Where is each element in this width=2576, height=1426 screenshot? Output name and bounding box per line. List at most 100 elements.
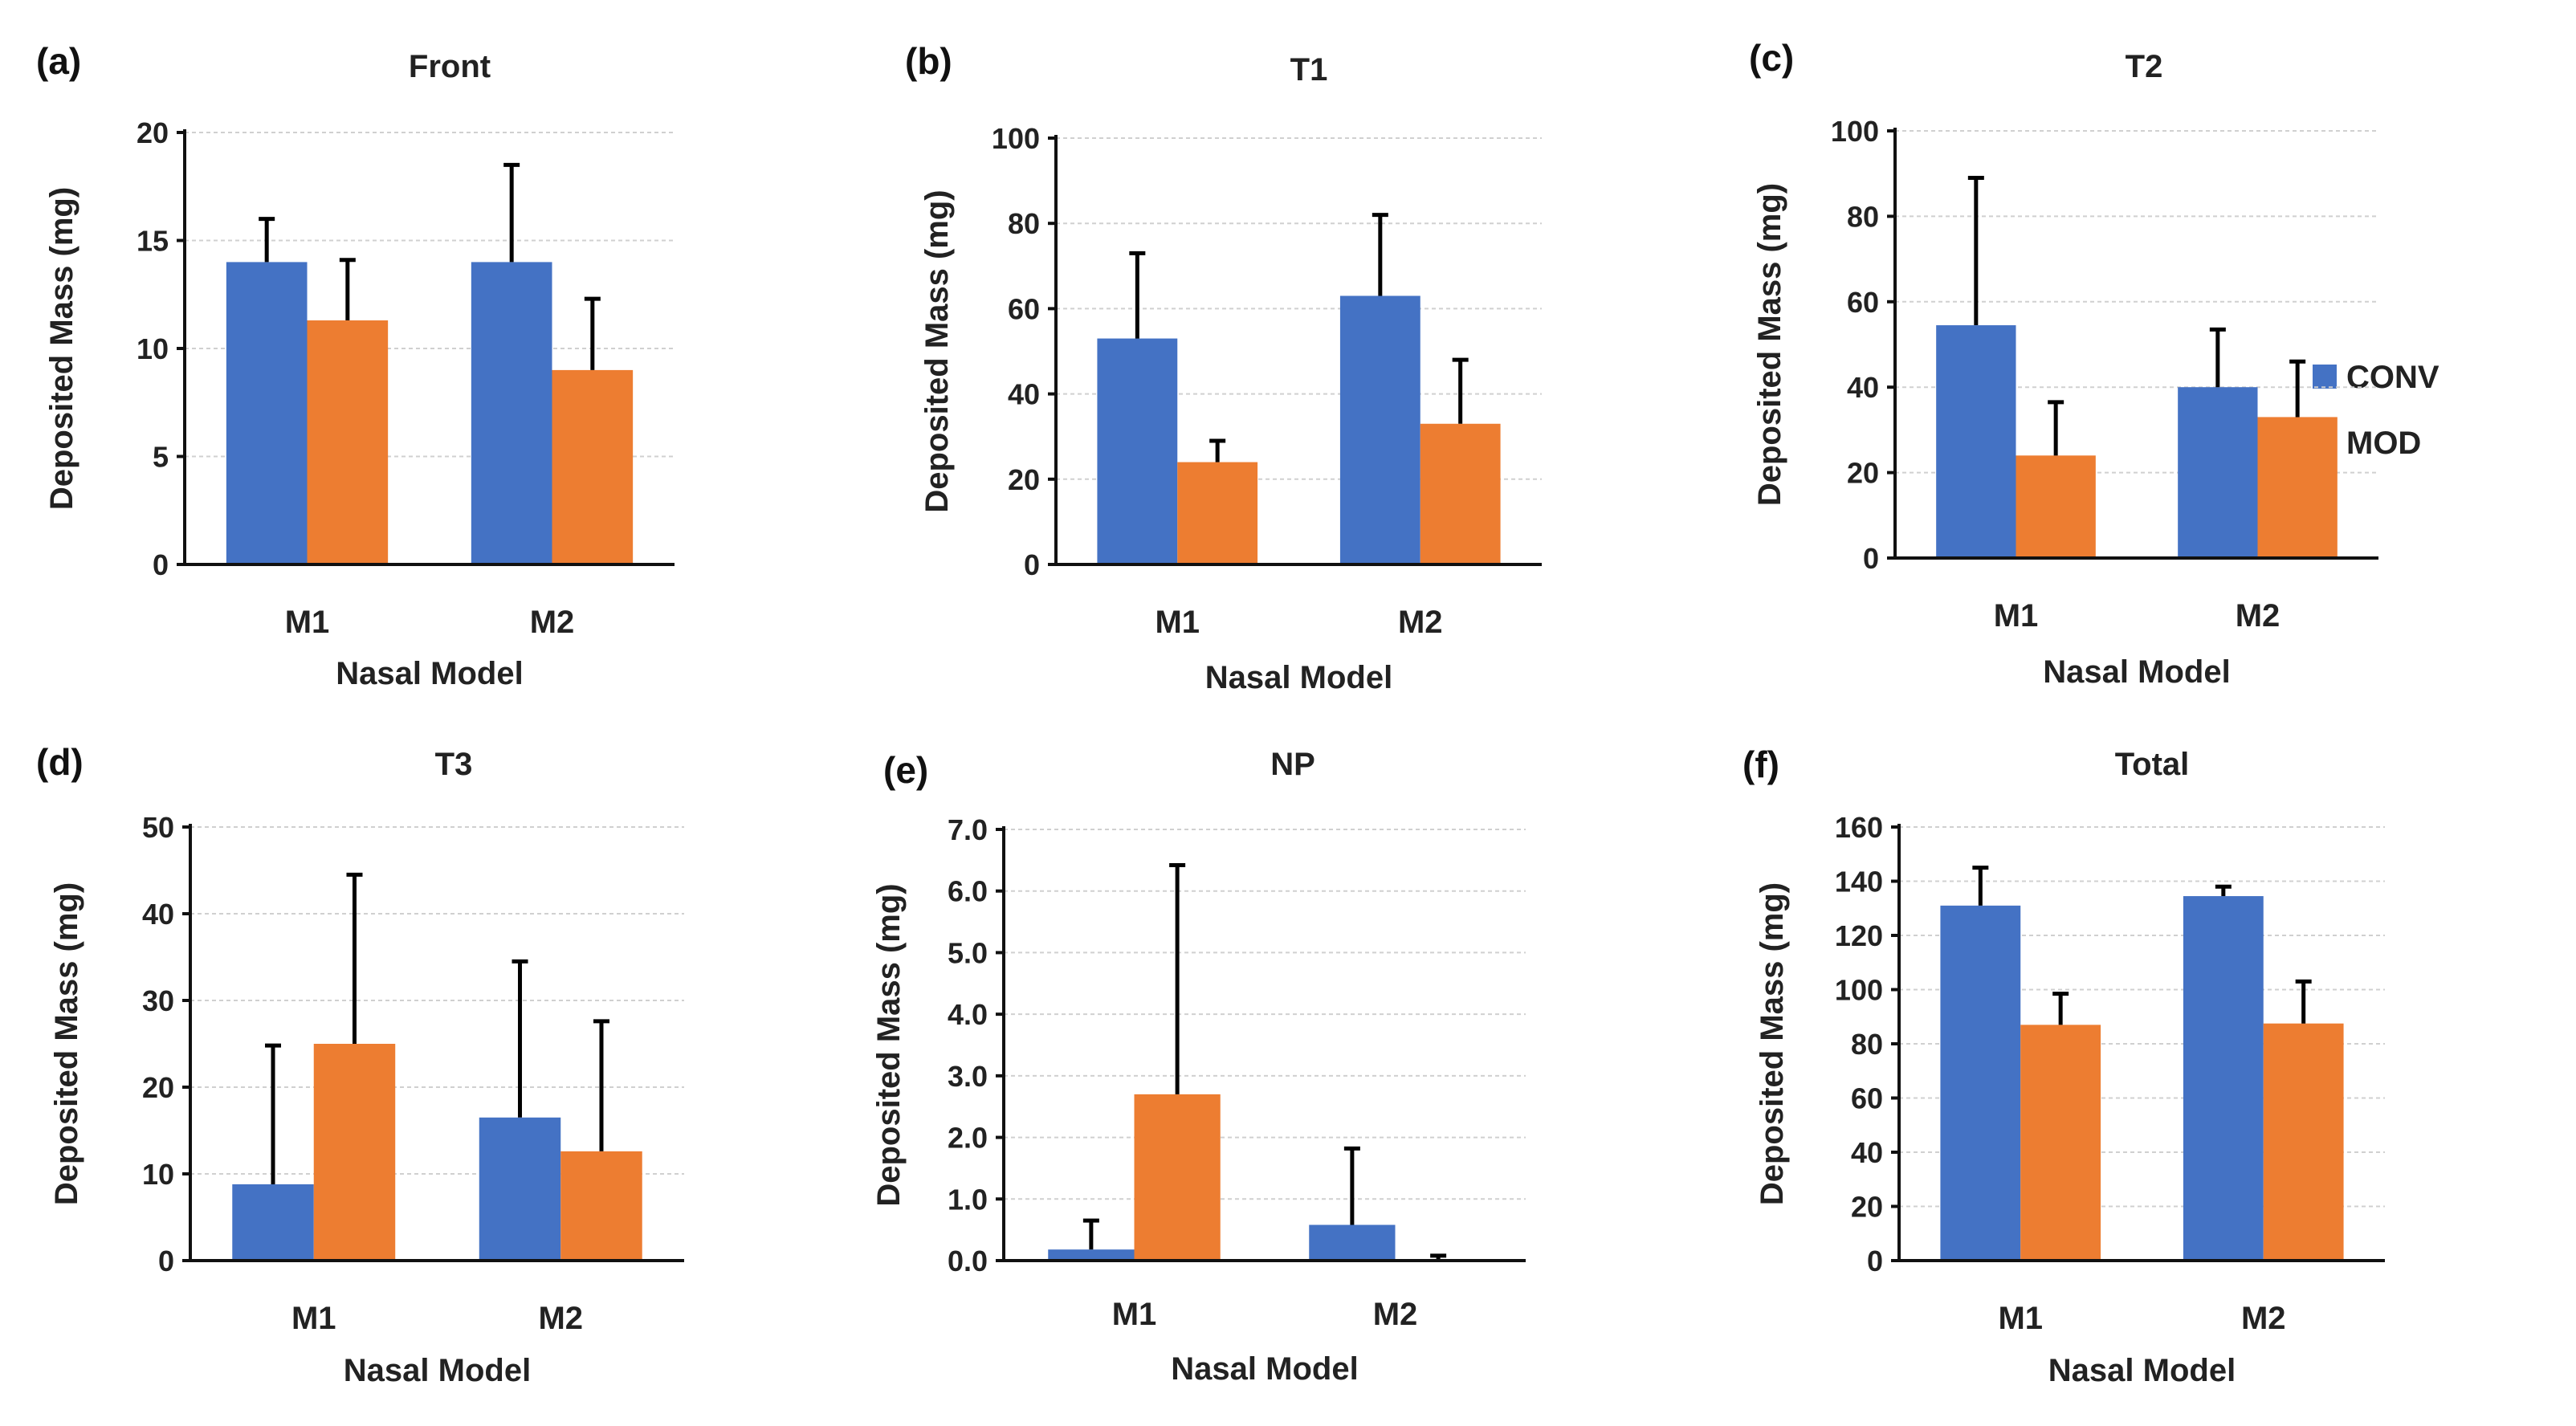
x-category-label: M1 (1994, 598, 2039, 634)
bar-mod-m1 (1134, 1094, 1221, 1261)
chart-title: T3 (435, 747, 473, 782)
y-tick-label: 40 (142, 898, 174, 931)
y-tick-label: 20 (1851, 1191, 1883, 1224)
bar-mod-m2 (552, 369, 634, 564)
x-axis-title: Nasal Model (1205, 660, 1392, 695)
bar-mod-m2 (2257, 417, 2338, 558)
bar-mod-m2 (1420, 423, 1501, 564)
legend-swatch-conv (2313, 365, 2337, 389)
y-axis-title: Deposited Mass (mg) (1755, 882, 1790, 1205)
y-tick-label: 100 (1835, 974, 1883, 1007)
y-tick-label: 60 (1008, 292, 1040, 325)
legend-label-mod: MOD (2346, 426, 2421, 461)
y-tick-label: 0 (1024, 548, 1040, 581)
x-category-label: M1 (1998, 1301, 2043, 1336)
chart-title: NP (1270, 747, 1315, 782)
bar-conv-m1 (1097, 338, 1178, 564)
y-tick-label: 10 (142, 1158, 174, 1191)
bar-mod-m1 (2020, 1025, 2101, 1261)
legend: CONV MOD (2313, 360, 2439, 461)
x-category-label: M2 (2236, 598, 2280, 634)
x-category-label: M1 (1112, 1297, 1157, 1332)
y-tick-label: 0 (1863, 542, 1879, 575)
chart-title: Total (2115, 747, 2190, 782)
y-tick-label: 0 (1867, 1245, 1883, 1277)
bar-conv-m1 (1936, 325, 2016, 558)
bar-conv-m2 (1339, 295, 1420, 564)
bar-mod-m2 (2263, 1023, 2344, 1261)
bar-mod-m1 (2016, 455, 2096, 558)
chart-title: T2 (2126, 49, 2163, 84)
y-tick-label: 40 (1008, 378, 1040, 411)
x-axis-title: Nasal Model (2043, 654, 2230, 690)
y-tick-label: 4.0 (948, 998, 988, 1031)
y-tick-label: 7.0 (948, 813, 988, 846)
y-axis-title: Deposited Mass (mg) (871, 883, 907, 1206)
panel-label: (e) (883, 749, 928, 791)
bar-conv-m2 (479, 1117, 561, 1261)
x-category-label: M2 (1373, 1297, 1418, 1332)
bar-conv-m2 (2183, 896, 2264, 1261)
x-category-label: M1 (291, 1301, 336, 1336)
legend-label-conv: CONV (2346, 360, 2439, 395)
x-axis-title: Nasal Model (1171, 1351, 1358, 1387)
panel-label: (a) (36, 40, 81, 82)
x-category-label: M1 (285, 605, 330, 640)
y-tick-label: 100 (1831, 115, 1879, 148)
chart-title: T1 (1290, 52, 1328, 88)
y-tick-label: 0 (153, 548, 169, 581)
chart-title: Front (409, 49, 491, 84)
y-tick-label: 0 (158, 1245, 174, 1277)
x-axis-title: Nasal Model (2048, 1353, 2236, 1388)
y-tick-label: 6.0 (948, 875, 988, 908)
y-axis-title: Deposited Mass (mg) (49, 882, 84, 1205)
x-axis-title: Nasal Model (336, 656, 523, 691)
bar-conv-m1 (1940, 905, 2021, 1261)
y-tick-label: 2.0 (948, 1122, 988, 1155)
y-tick-label: 80 (1008, 207, 1040, 240)
y-tick-label: 0.0 (948, 1245, 988, 1277)
y-tick-label: 1.0 (948, 1183, 988, 1216)
y-tick-label: 3.0 (948, 1060, 988, 1093)
bar-conv-m2 (2178, 387, 2258, 558)
bar-conv-m1 (232, 1184, 314, 1261)
legend-item-conv: CONV (2313, 360, 2439, 395)
y-tick-label: 140 (1835, 866, 1883, 898)
x-category-label: M2 (530, 605, 575, 640)
y-tick-label: 50 (142, 811, 174, 844)
y-tick-label: 20 (1008, 463, 1040, 496)
x-category-label: M2 (1398, 605, 1443, 640)
y-tick-label: 60 (1847, 286, 1879, 319)
y-tick-label: 10 (137, 332, 169, 365)
y-tick-label: 5.0 (948, 936, 988, 969)
y-tick-label: 20 (142, 1071, 174, 1104)
bar-conv-m1 (226, 262, 308, 564)
bar-mod-m2 (560, 1151, 642, 1261)
bar-mod-m1 (313, 1044, 396, 1261)
y-tick-label: 20 (1847, 457, 1879, 490)
x-category-label: M1 (1155, 605, 1200, 640)
y-tick-label: 160 (1835, 811, 1883, 844)
y-axis-title: Deposited Mass (mg) (919, 189, 955, 512)
x-category-label: M2 (538, 1301, 583, 1336)
y-tick-label: 120 (1835, 919, 1883, 952)
y-axis-title: Deposited Mass (mg) (44, 187, 79, 510)
x-axis-title: Nasal Model (344, 1353, 531, 1388)
y-tick-label: 80 (1851, 1028, 1883, 1061)
y-tick-label: 40 (1847, 371, 1879, 404)
panel-label: (d) (36, 741, 84, 783)
bar-mod-m1 (307, 320, 389, 564)
x-category-label: M2 (2241, 1301, 2286, 1336)
y-tick-label: 5 (153, 441, 169, 474)
y-tick-label: 30 (142, 984, 174, 1017)
panel-label: (c) (1749, 37, 1794, 79)
y-tick-label: 100 (992, 122, 1040, 155)
bar-mod-m1 (1177, 462, 1258, 564)
bar-conv-m2 (471, 262, 552, 564)
